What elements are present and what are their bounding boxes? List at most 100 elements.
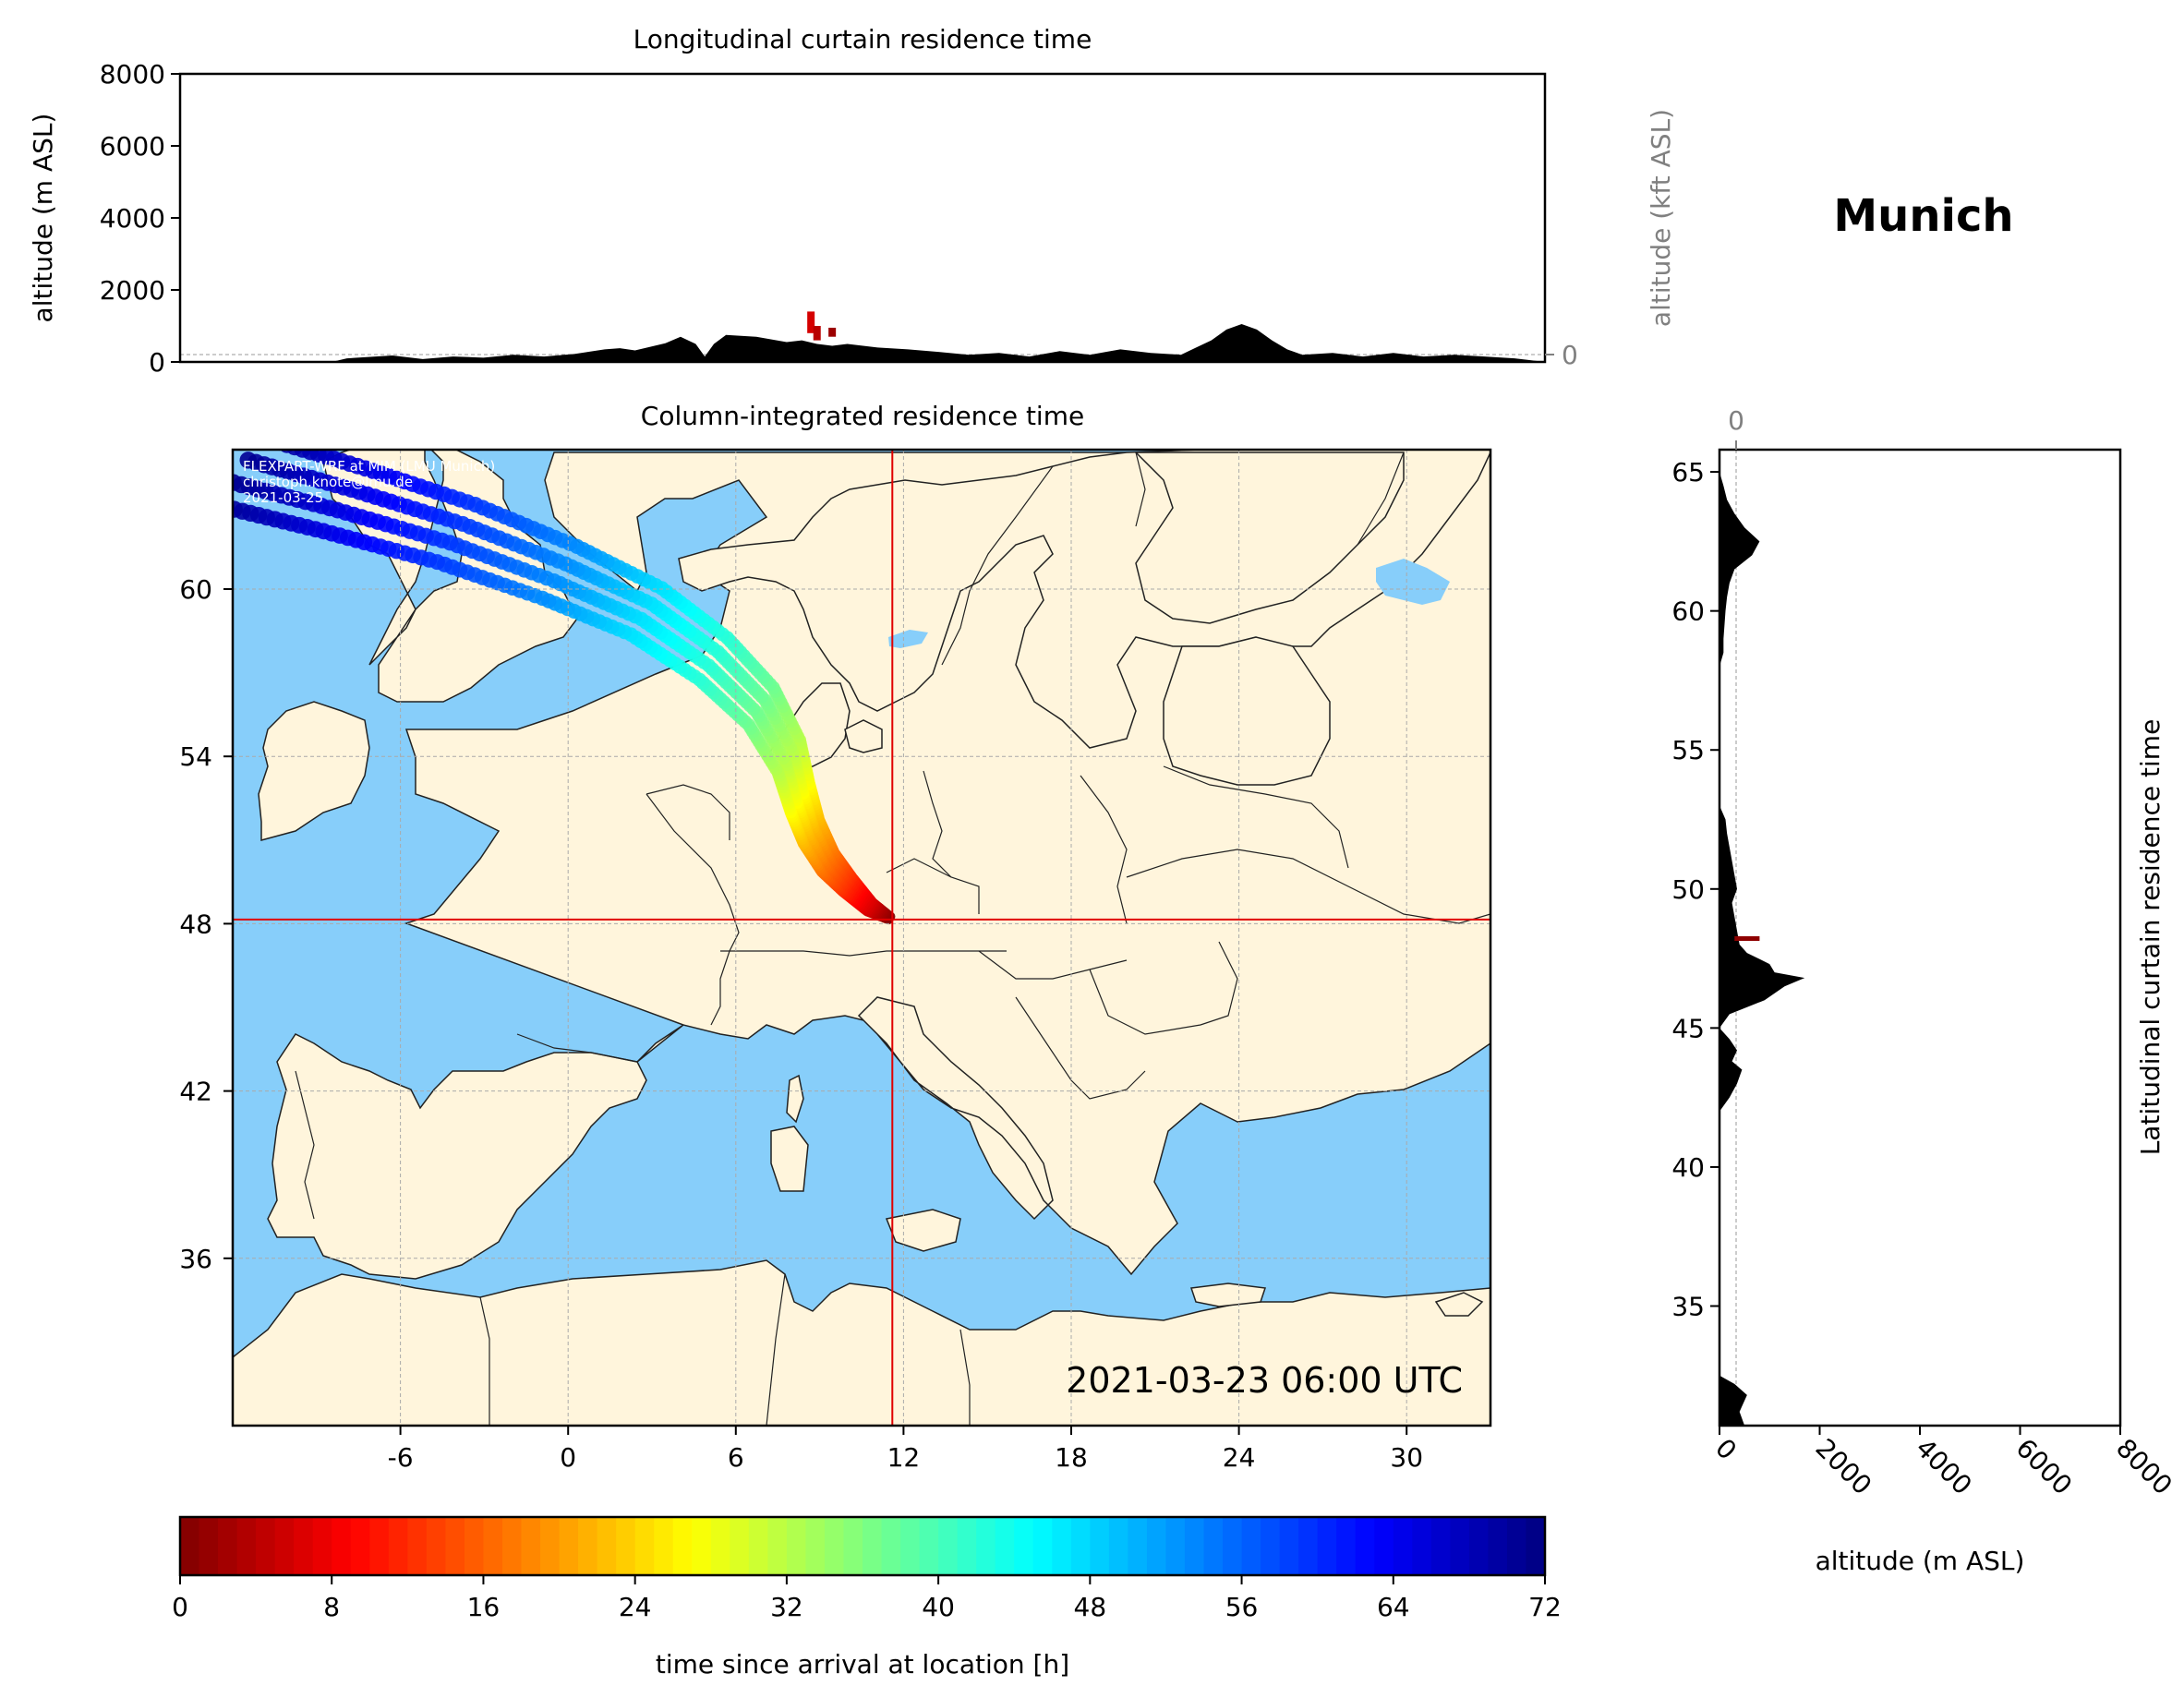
colorbar-swatch: [1032, 1517, 1053, 1575]
colorbar-label: time since arrival at location [h]: [656, 1649, 1069, 1680]
colorbar-swatch: [863, 1517, 883, 1575]
colorbar-swatch: [1279, 1517, 1299, 1575]
colorbar-swatch: [218, 1517, 238, 1575]
colorbar-swatch: [1223, 1517, 1243, 1575]
colorbar-swatch: [1317, 1517, 1337, 1575]
credit-line-2: christoph.knote@lmu.de: [243, 474, 413, 490]
country-borders: [295, 452, 1490, 1426]
latitudinal-xtick-label: 6000: [2010, 1433, 2079, 1501]
colorbar-swatch: [274, 1517, 295, 1575]
colorbar-swatch: [332, 1517, 352, 1575]
colorbar-swatch: [1261, 1517, 1281, 1575]
border-alps: [720, 950, 1007, 957]
map-ytick-label: 60: [179, 574, 212, 605]
latitudinal-top-ticks: 050100: [1728, 405, 1744, 450]
land-zealand: [844, 719, 883, 753]
longitudinal-ytick-label: 0: [149, 347, 165, 378]
colorbar-swatch: [805, 1517, 826, 1575]
border-france-germany: [646, 793, 740, 1026]
longitudinal-terrain-area: [180, 324, 1545, 362]
longitudinal-ytick-label: 8000: [100, 59, 165, 90]
latitudinal-ytick-label: 35: [1671, 1292, 1705, 1322]
colorbar-swatch: [312, 1517, 332, 1575]
colorbar-swatch: [634, 1517, 655, 1575]
colorbar-swatch: [1241, 1517, 1261, 1575]
border-belarus: [1163, 765, 1349, 869]
border-sweden-finland: [1135, 452, 1146, 527]
longitudinal-residence-marks: [807, 311, 837, 341]
colorbar-swatches: [180, 1517, 1546, 1575]
border-romania: [1089, 941, 1238, 1035]
latitudinal-residence-marks: [1734, 936, 1760, 942]
latitudinal-terrain-area: [1719, 450, 1805, 1426]
map-xtick-label: 18: [1055, 1442, 1088, 1473]
colorbar-swatch: [597, 1517, 617, 1575]
map-title: Column-integrated residence time: [641, 401, 1084, 431]
land-baltics: [1163, 636, 1331, 786]
credit-line-1: FLEXPART-WRF at MIM (LMU Munich): [243, 458, 495, 475]
map-ytick-label: 36: [179, 1244, 212, 1274]
latitudinal-title: Latitudinal curtain residence time: [2135, 719, 2166, 1156]
plume-cell: [262, 431, 279, 448]
colorbar-swatch: [730, 1517, 750, 1575]
map-axes-frame: [231, 448, 1492, 1427]
map-panel: Column-integrated residence time: [179, 401, 1492, 1473]
longitudinal-ytick-label: 6000: [100, 131, 165, 162]
colorbar-swatch: [1090, 1517, 1110, 1575]
colorbar-swatch: [672, 1517, 693, 1575]
latitudinal-ytick-label: 55: [1671, 735, 1705, 765]
plume-cell: [255, 429, 271, 446]
colorbar-swatch: [976, 1517, 996, 1575]
colorbar-swatch: [824, 1517, 845, 1575]
latitudinal-ytick-label: 40: [1671, 1152, 1705, 1183]
border-germany-poland: [923, 770, 952, 878]
land-crete: [1189, 1283, 1267, 1307]
colorbar-swatch: [1506, 1517, 1527, 1575]
land-corsica: [786, 1074, 804, 1124]
plume-cell: [210, 497, 226, 513]
colorbar-tick-label: 0: [172, 1592, 188, 1622]
colorbar-swatch: [350, 1517, 370, 1575]
credit-line-3: 2021-03-25: [243, 489, 323, 506]
colorbar-swatch: [692, 1517, 712, 1575]
border-spain-france: [516, 1033, 638, 1063]
colorbar-tick-label: 40: [922, 1592, 955, 1622]
latitudinal-ytick-label: 45: [1671, 1013, 1705, 1043]
map-xtick-label: -6: [388, 1442, 414, 1473]
colorbar-swatch: [786, 1517, 807, 1575]
border-hungary: [978, 950, 1128, 980]
longitudinal-left-ticks: 0 2000 4000 6000 8000: [100, 59, 180, 378]
colorbar-swatch: [919, 1517, 939, 1575]
map-xtick-label: 24: [1223, 1442, 1256, 1473]
colorbar-swatch: [1070, 1517, 1091, 1575]
colorbar-swatch: [369, 1517, 390, 1575]
colorbar-swatch: [616, 1517, 636, 1575]
colorbar-swatch: [1374, 1517, 1394, 1575]
longitudinal-grid: [180, 354, 1545, 355]
colorbar-swatch: [1488, 1517, 1508, 1575]
colorbar-tick-label: 48: [1074, 1592, 1107, 1622]
map-xtick-label: 30: [1390, 1442, 1423, 1473]
colorbar-swatch: [748, 1517, 768, 1575]
colorbar-swatch: [1412, 1517, 1432, 1575]
border-benelux: [646, 784, 730, 840]
lake-ladoga: [1376, 559, 1450, 605]
plume-cell: [286, 450, 303, 456]
colorbar-swatch: [501, 1517, 523, 1575]
colorbar-tick-label: 56: [1225, 1592, 1259, 1622]
map-xtick-label: 12: [887, 1442, 921, 1473]
colorbar-swatch: [1393, 1517, 1413, 1575]
timestamp-label: 2021-03-23 06:00 UTC: [1066, 1360, 1463, 1401]
colorbar-swatch: [710, 1517, 730, 1575]
longitudinal-panel: Longitudinal curtain residence time 0 200…: [28, 24, 1676, 378]
colorbar-ticks: 0 8 16 24 32 40 48 56 64 72: [172, 1575, 1562, 1622]
latitudinal-xtick-label: 0: [1709, 1433, 1743, 1466]
border-ukraine: [1126, 849, 1490, 924]
colorbar-swatch: [1298, 1517, 1319, 1575]
longitudinal-right-tick-label: 0: [1562, 340, 1578, 370]
latitudinal-grid: [1735, 450, 1737, 1426]
colorbar-swatch: [559, 1517, 579, 1575]
colorbar-swatch: [1014, 1517, 1034, 1575]
map-ytick-label: 48: [179, 909, 212, 939]
